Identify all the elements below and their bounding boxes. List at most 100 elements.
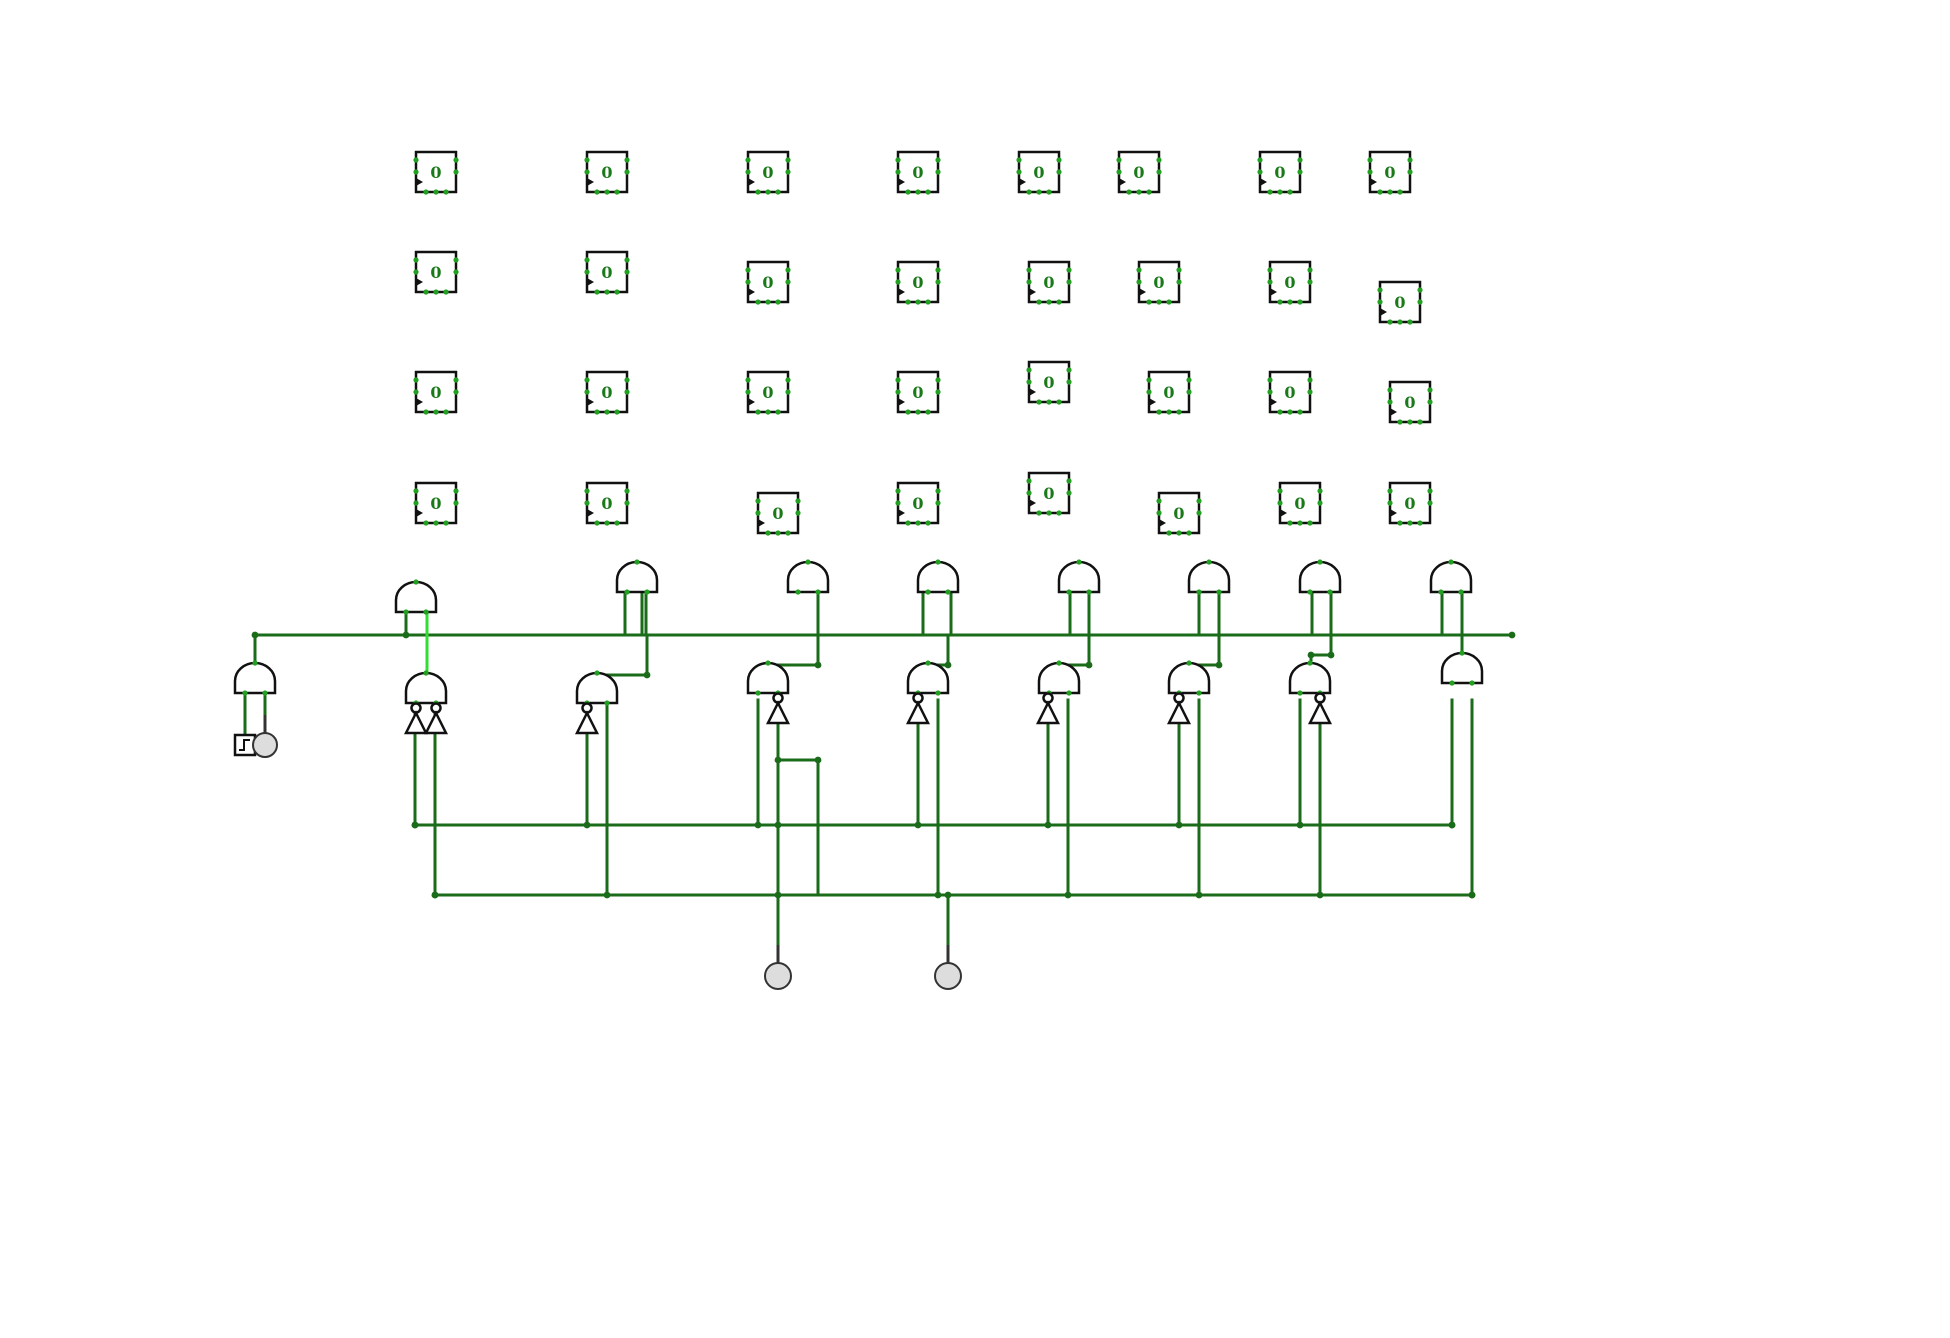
pin (785, 389, 791, 395)
wire-junction (774, 756, 782, 764)
wire-junction (1508, 631, 1516, 639)
pin (1046, 299, 1052, 305)
pin (1196, 690, 1202, 696)
pin (453, 377, 459, 383)
clock-input-icon (416, 509, 423, 517)
pin (1186, 660, 1192, 666)
clock-input-icon (587, 509, 594, 517)
lower-and-gate (1288, 660, 1332, 696)
wire-junction (1215, 661, 1223, 669)
clock-input-icon (587, 278, 594, 286)
pin (905, 299, 911, 305)
register-value: 0 (430, 263, 441, 282)
clock-input-icon (1280, 509, 1287, 517)
not-gate (1166, 692, 1192, 725)
pin (1297, 520, 1303, 526)
pin (423, 670, 429, 676)
pin (1387, 319, 1393, 325)
not-gate-icon (423, 710, 449, 735)
wire-junction (1296, 821, 1304, 829)
pin (745, 267, 751, 273)
pin (1448, 559, 1454, 565)
and-gate-icon (1187, 560, 1231, 594)
register-value: 0 (1284, 383, 1295, 402)
register: 0 (1156, 491, 1202, 536)
pin (433, 289, 439, 295)
pin (1317, 488, 1323, 494)
pin (1056, 299, 1062, 305)
pin (895, 377, 901, 383)
pin (1277, 500, 1283, 506)
and-gate-icon (233, 661, 277, 695)
pin (1407, 520, 1413, 526)
pin (1146, 299, 1152, 305)
pin (584, 157, 590, 163)
pin (1136, 267, 1142, 273)
clock-input-icon (1260, 178, 1267, 186)
pin (765, 660, 771, 666)
pin (604, 289, 610, 295)
not-gate (403, 702, 429, 735)
not-gate (905, 692, 931, 725)
register: 0 (745, 370, 791, 415)
pin (1257, 157, 1263, 163)
clock-input-icon (1139, 288, 1146, 296)
and-gate-icon (1288, 661, 1332, 695)
pin (895, 389, 901, 395)
pin (1056, 660, 1062, 666)
pin (915, 189, 921, 195)
not-gate-icon (1307, 700, 1333, 725)
pin (935, 157, 941, 163)
pin (755, 409, 761, 415)
pin (1417, 287, 1423, 293)
pin (1026, 379, 1032, 385)
pin (1116, 169, 1122, 175)
register-value: 0 (1274, 163, 1285, 182)
pin (584, 257, 590, 263)
pin (604, 520, 610, 526)
pin (1056, 169, 1062, 175)
clock-input-icon (587, 398, 594, 406)
pin (1459, 650, 1465, 656)
pin (423, 520, 429, 526)
register: 0 (584, 481, 630, 526)
pin (413, 389, 419, 395)
wire (926, 633, 950, 667)
top-and-gate (1298, 559, 1342, 595)
pin (1297, 169, 1303, 175)
pin (423, 189, 429, 195)
register-value: 0 (912, 163, 923, 182)
clock-input-icon (416, 178, 423, 186)
wire-junction (603, 891, 611, 899)
pin (1166, 409, 1172, 415)
clock-input-icon (1390, 509, 1397, 517)
pin (1066, 367, 1072, 373)
pin (614, 520, 620, 526)
register: 0 (1026, 360, 1072, 405)
register-value: 0 (762, 163, 773, 182)
pin (413, 500, 419, 506)
and-gate-icon (746, 661, 790, 695)
pin (1156, 409, 1162, 415)
wire-junction (814, 661, 822, 669)
pin (1287, 189, 1293, 195)
pin (1066, 379, 1072, 385)
pin (1026, 267, 1032, 273)
wire-junction (431, 891, 439, 899)
pin (795, 498, 801, 504)
register: 0 (1387, 380, 1433, 425)
pin (584, 377, 590, 383)
register: 0 (1026, 471, 1072, 516)
register-value: 0 (1384, 163, 1395, 182)
pin (1307, 389, 1313, 395)
top-and-gate (1057, 559, 1101, 595)
register-grid: 0 0 0 0 0 0 0 0 0 0 0 0 0 0 0 0 0 0 0 0 0 0 0 0 0 0 0 0 0 0 0 0 (413, 150, 1433, 536)
pin (242, 690, 248, 696)
pin (755, 510, 761, 516)
register-value: 0 (1043, 484, 1054, 503)
pin (604, 700, 610, 706)
pin (1458, 589, 1464, 595)
pin (935, 488, 941, 494)
pin (1297, 409, 1303, 415)
pin (1307, 660, 1313, 666)
